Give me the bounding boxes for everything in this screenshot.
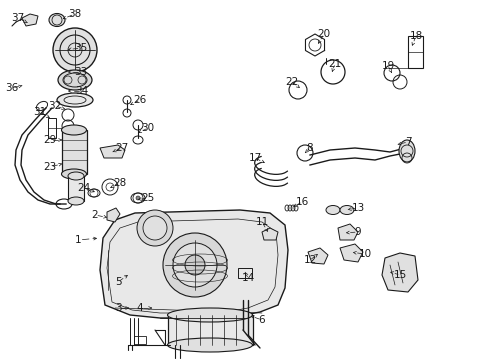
- Text: 17: 17: [248, 153, 261, 163]
- Bar: [68, 176, 84, 201]
- Bar: [62, 130, 87, 174]
- Ellipse shape: [68, 197, 84, 205]
- Ellipse shape: [167, 338, 252, 352]
- Text: 3: 3: [115, 303, 121, 313]
- Text: 36: 36: [5, 83, 19, 93]
- Circle shape: [136, 196, 140, 200]
- Text: 13: 13: [351, 203, 364, 213]
- Text: 9: 9: [354, 227, 361, 237]
- Text: 27: 27: [115, 143, 128, 153]
- Polygon shape: [307, 248, 327, 264]
- Polygon shape: [107, 208, 120, 222]
- Polygon shape: [100, 145, 125, 158]
- Text: 19: 19: [381, 61, 394, 71]
- Bar: [134, 336, 146, 344]
- Polygon shape: [100, 210, 287, 318]
- Text: 33: 33: [74, 67, 87, 77]
- Ellipse shape: [68, 172, 84, 180]
- Text: 29: 29: [43, 135, 57, 145]
- Text: 4: 4: [137, 303, 143, 313]
- Polygon shape: [22, 14, 38, 26]
- Ellipse shape: [57, 93, 93, 107]
- Text: 24: 24: [77, 183, 90, 193]
- Bar: [238, 268, 251, 278]
- Text: 15: 15: [392, 270, 406, 280]
- Polygon shape: [339, 244, 362, 262]
- Circle shape: [163, 233, 226, 297]
- Text: 32: 32: [48, 101, 61, 111]
- Circle shape: [184, 255, 204, 275]
- Ellipse shape: [339, 206, 353, 215]
- Text: 21: 21: [328, 59, 341, 69]
- Text: 7: 7: [404, 137, 410, 147]
- Text: 5: 5: [115, 277, 121, 287]
- Polygon shape: [381, 253, 417, 292]
- Bar: [407, 36, 422, 68]
- Text: 16: 16: [295, 197, 308, 207]
- Ellipse shape: [325, 206, 339, 215]
- Text: 14: 14: [241, 273, 254, 283]
- Polygon shape: [337, 224, 357, 240]
- Text: 12: 12: [303, 255, 316, 265]
- Text: 31: 31: [33, 107, 46, 117]
- Ellipse shape: [61, 125, 86, 135]
- Circle shape: [53, 28, 97, 72]
- Text: 38: 38: [68, 9, 81, 19]
- Text: 35: 35: [74, 43, 87, 53]
- Text: 23: 23: [43, 162, 57, 172]
- Polygon shape: [262, 228, 278, 240]
- Text: 22: 22: [285, 77, 298, 87]
- Text: 20: 20: [317, 29, 330, 39]
- Text: 25: 25: [141, 193, 154, 203]
- Text: 1: 1: [75, 235, 81, 245]
- Bar: [48, 118, 56, 138]
- Ellipse shape: [58, 70, 92, 90]
- Text: 6: 6: [258, 315, 265, 325]
- Ellipse shape: [61, 169, 86, 179]
- Text: 37: 37: [11, 13, 24, 23]
- Circle shape: [173, 243, 217, 287]
- Ellipse shape: [398, 140, 414, 162]
- Text: 18: 18: [408, 31, 422, 41]
- Text: 26: 26: [133, 95, 146, 105]
- Text: 34: 34: [75, 86, 88, 96]
- Ellipse shape: [167, 308, 252, 322]
- Circle shape: [142, 216, 167, 240]
- Text: 8: 8: [306, 143, 313, 153]
- Text: 28: 28: [113, 178, 126, 188]
- Text: 30: 30: [141, 123, 154, 133]
- Text: 10: 10: [358, 249, 371, 259]
- Ellipse shape: [49, 13, 65, 27]
- Bar: [168, 315, 252, 345]
- Circle shape: [137, 210, 173, 246]
- Text: 11: 11: [255, 217, 268, 227]
- Text: 2: 2: [92, 210, 98, 220]
